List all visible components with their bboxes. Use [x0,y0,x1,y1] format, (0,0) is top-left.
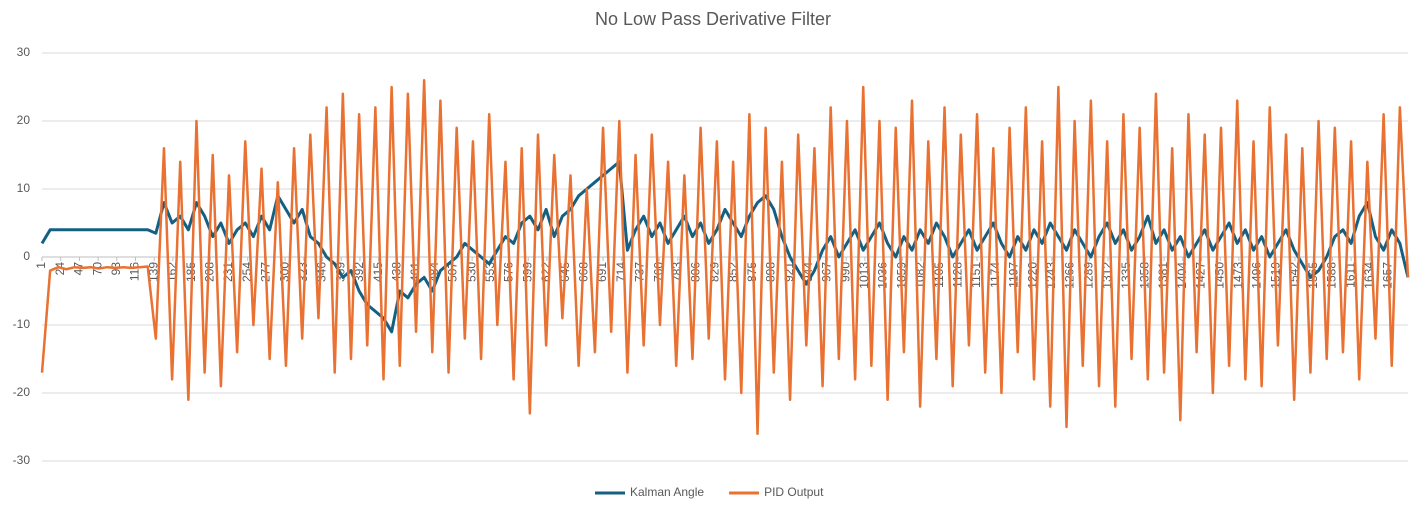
y-tick-label: 20 [17,113,31,127]
y-tick-label: 10 [17,181,31,195]
x-tick-label: 185 [184,262,198,282]
x-tick-label: 714 [614,262,628,282]
x-tick-label: 622 [539,262,553,282]
x-tick-label: 1036 [876,262,890,289]
x-tick-label: 875 [745,262,759,282]
x-tick-label: 415 [371,262,385,282]
x-tick-label: 116 [128,262,142,281]
x-tick-label: 599 [520,262,534,282]
x-tick-label: 1450 [1212,262,1226,289]
y-tick-label: -20 [13,385,31,399]
x-tick-label: 392 [352,262,366,282]
y-tick-label: 30 [17,45,31,59]
x-tick-label: 1128 [951,262,965,288]
y-tick-label: 0 [23,249,30,263]
y-tick-label: -30 [13,453,31,467]
series-line [40,160,1410,334]
x-tick-label: 1289 [1081,262,1095,289]
x-tick-label: 1220 [1025,262,1039,289]
y-tick-label: -10 [13,317,31,331]
legend-label: Kalman Angle [630,485,704,499]
x-tick-label: 1335 [1119,262,1133,289]
x-tick-label: 1197 [1007,262,1021,288]
x-tick-label: 1588 [1325,262,1339,289]
chart-title: No Low Pass Derivative Filter [595,9,831,29]
x-tick-label: 1 [34,262,48,269]
series-line [40,78,1410,436]
x-tick-label: 829 [707,262,721,282]
x-tick-label: 346 [315,262,329,282]
x-tick-label: 553 [483,262,497,282]
legend-label: PID Output [764,485,824,499]
